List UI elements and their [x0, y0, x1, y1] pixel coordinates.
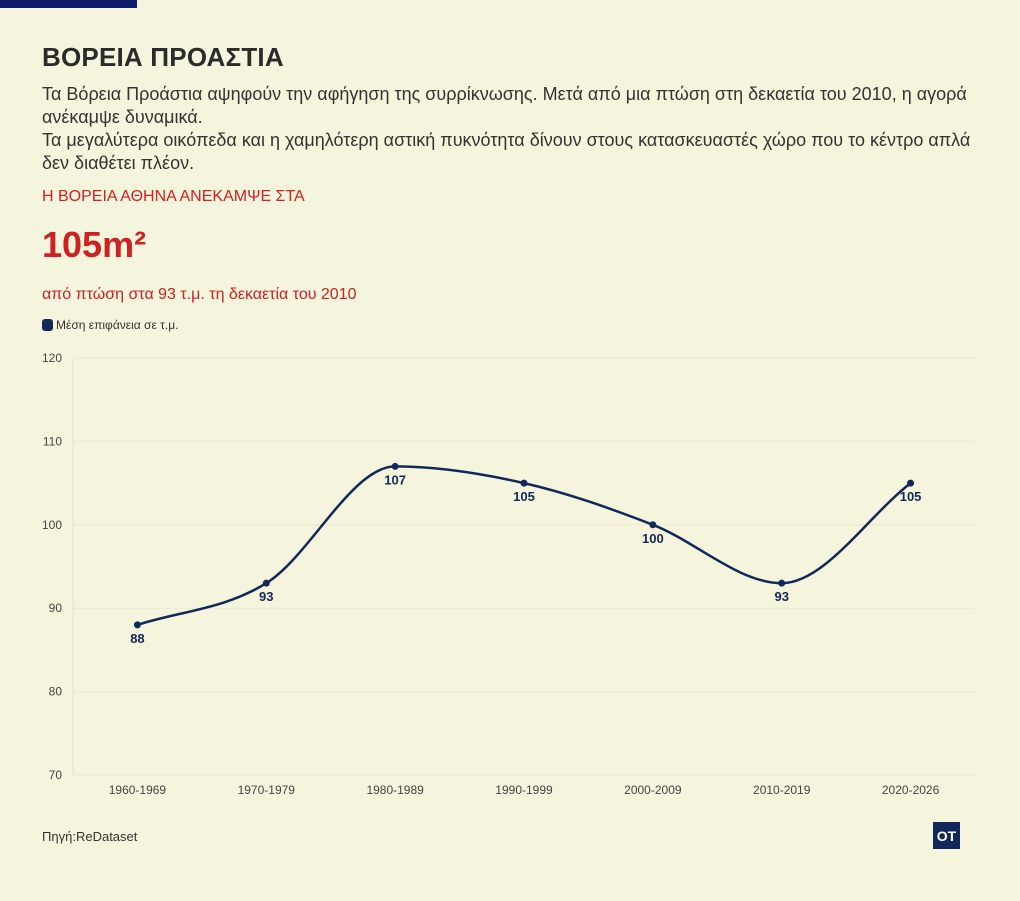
data-label: 105	[900, 489, 922, 504]
data-point	[133, 621, 141, 629]
x-tick-label: 1960-1969	[109, 783, 167, 797]
highlight-subtext: από πτώση στα 93 τ.μ. τη δεκαετία του 20…	[42, 286, 357, 303]
x-tick-label: 1970-1979	[238, 783, 296, 797]
x-tick-label: 2000-2009	[624, 783, 682, 797]
x-tick-label: 2020-2026	[882, 783, 940, 797]
data-label: 100	[642, 531, 664, 546]
highlight-kicker: Η ΒΟΡΕΙΑ ΑΘΗΝΑ ΑΝΕΚΑΜΨΕ ΣΤΑ	[42, 188, 305, 205]
y-tick-label: 70	[49, 768, 63, 782]
y-tick-label: 100	[42, 518, 62, 532]
y-tick-label: 80	[49, 685, 63, 699]
y-tick-label: 120	[42, 351, 62, 365]
data-point	[649, 521, 657, 529]
source-note: Πηγή:ReDataset	[42, 829, 138, 844]
x-tick-label: 1980-1989	[366, 783, 424, 797]
y-tick-label: 110	[43, 434, 62, 448]
description-line-1: Τα Βόρεια Προάστια αψηφούν την αφήγηση τ…	[42, 84, 967, 127]
data-point	[778, 579, 786, 587]
line-chart: 70 80 90 100 110 120 1960-1969 1970-1979 1980-19…	[42, 351, 975, 797]
x-tick-label: 1990-1999	[495, 783, 553, 797]
data-label: 105	[513, 489, 535, 504]
legend-swatch	[42, 319, 53, 331]
data-label: 93	[259, 589, 273, 604]
y-tick-label: 90	[49, 601, 63, 615]
description: Τα Βόρεια Προάστια αψηφούν την αφήγηση τ…	[42, 83, 982, 175]
data-label: 107	[384, 472, 406, 487]
top-accent-bar	[0, 0, 137, 8]
data-point	[262, 579, 270, 587]
highlight-value: 105m²	[42, 224, 147, 265]
chart-legend: Μέση επιφάνεια σε τ.μ.	[42, 318, 178, 332]
publisher-logo: OT	[933, 822, 960, 849]
page-title: ΒΟΡΕΙΑ ΠΡΟΑΣΤΙΑ	[42, 42, 284, 72]
data-label: 93	[774, 589, 788, 604]
data-point	[907, 479, 915, 487]
description-line-2: Τα μεγαλύτερα οικόπεδα και η χαμηλότερη …	[42, 130, 971, 173]
legend-label: Μέση επιφάνεια σε τ.μ.	[56, 318, 179, 332]
x-tick-label: 2010-2019	[753, 783, 811, 797]
data-point	[520, 479, 528, 487]
data-label: 88	[130, 631, 144, 646]
data-point	[391, 462, 399, 470]
